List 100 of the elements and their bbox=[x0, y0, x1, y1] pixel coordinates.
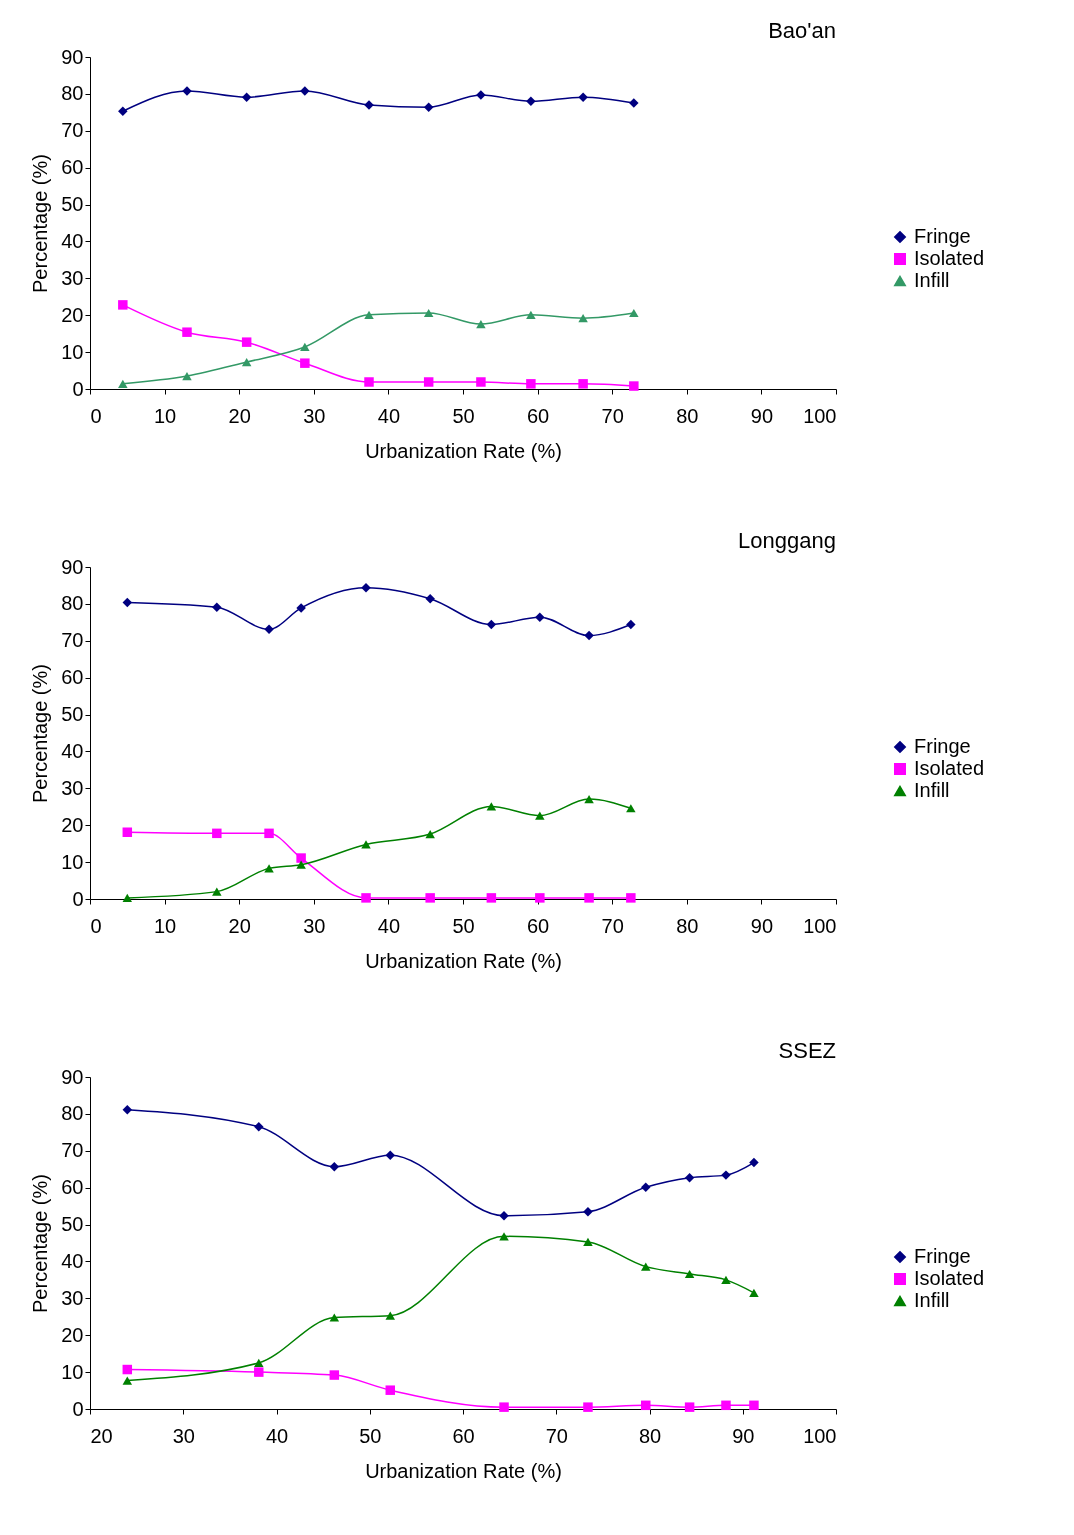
y-tick-label: 20 bbox=[61, 813, 84, 836]
point bbox=[296, 860, 306, 869]
point bbox=[182, 371, 192, 381]
y-tick-label: 50 bbox=[61, 1213, 84, 1236]
chart-title: SSEZ bbox=[778, 1038, 836, 1063]
y-tick-label: 30 bbox=[61, 1286, 84, 1309]
x-axis-title: Urbanization Rate (%) bbox=[365, 949, 562, 972]
y-tick-label: 80 bbox=[61, 1102, 84, 1125]
x-tick-label: 20 bbox=[228, 914, 251, 937]
x-tick-label: 50 bbox=[452, 404, 475, 427]
x-axis-title: Urbanization Rate (%) bbox=[365, 439, 562, 462]
legend-label: Fringe bbox=[914, 1245, 971, 1267]
point bbox=[241, 337, 252, 347]
point bbox=[212, 887, 222, 896]
legend-label: Isolated bbox=[914, 757, 985, 779]
y-tick-label: 90 bbox=[61, 45, 84, 68]
x-tick-label: 60 bbox=[526, 404, 550, 427]
point bbox=[212, 602, 222, 612]
x-axis-title: Urbanization Rate (%) bbox=[365, 1459, 562, 1482]
point bbox=[423, 377, 434, 387]
x-tick-label: 20 bbox=[90, 1424, 113, 1447]
y-tick-label: 0 bbox=[72, 887, 84, 910]
legend-label: Isolated bbox=[914, 247, 985, 269]
point bbox=[118, 300, 128, 310]
point bbox=[300, 358, 310, 368]
point bbox=[486, 802, 497, 811]
point bbox=[629, 381, 639, 391]
y-tick-label: 30 bbox=[61, 266, 84, 289]
x-tick-label: 40 bbox=[377, 404, 401, 427]
legend-label: Infill bbox=[914, 1289, 950, 1311]
x-tick-label: 90 bbox=[732, 1424, 755, 1447]
point bbox=[364, 310, 374, 319]
point bbox=[182, 327, 192, 337]
point bbox=[626, 804, 636, 813]
point bbox=[476, 319, 486, 329]
point bbox=[526, 379, 536, 389]
y-tick-label: 40 bbox=[61, 739, 84, 762]
point bbox=[526, 96, 536, 107]
point bbox=[425, 829, 435, 839]
point bbox=[578, 379, 588, 389]
legend-label: Infill bbox=[914, 779, 950, 801]
point bbox=[629, 308, 639, 318]
x-tick-label: 70 bbox=[601, 404, 624, 427]
x-tick-label: 40 bbox=[377, 914, 401, 937]
point bbox=[584, 794, 594, 804]
point bbox=[535, 811, 545, 820]
x-tick-label: 80 bbox=[638, 1424, 662, 1447]
y-tick-label: 90 bbox=[61, 555, 84, 578]
point bbox=[578, 314, 588, 323]
point bbox=[486, 893, 497, 903]
point bbox=[629, 98, 639, 108]
y-tick-label: 90 bbox=[61, 1065, 84, 1088]
x-tick-label: 0 bbox=[90, 404, 102, 427]
x-tick-label: 100 bbox=[803, 404, 837, 427]
y-axis-title: Percentage (%) bbox=[29, 154, 52, 293]
point bbox=[118, 106, 128, 116]
x-tick-label: 50 bbox=[452, 914, 475, 937]
x-tick-label: 50 bbox=[359, 1424, 382, 1447]
y-tick-label: 70 bbox=[61, 119, 84, 142]
point bbox=[526, 310, 536, 319]
point bbox=[241, 357, 252, 367]
y-tick-label: 10 bbox=[61, 1360, 84, 1383]
x-tick-label: 60 bbox=[452, 1424, 475, 1447]
point bbox=[264, 624, 274, 635]
point bbox=[626, 619, 636, 630]
x-tick-label: 30 bbox=[172, 1424, 195, 1447]
x-tick-label: 30 bbox=[303, 914, 326, 937]
point bbox=[364, 377, 374, 387]
point bbox=[584, 893, 594, 903]
x-tick-label: 90 bbox=[750, 404, 774, 427]
chart-title: Longgang bbox=[738, 528, 836, 553]
point bbox=[361, 582, 371, 593]
x-tick-label: 60 bbox=[526, 914, 550, 937]
x-tick-label: 10 bbox=[153, 404, 177, 427]
point bbox=[423, 308, 434, 318]
x-tick-label: 30 bbox=[303, 404, 326, 427]
x-tick-label: 80 bbox=[676, 404, 699, 427]
point bbox=[486, 619, 497, 630]
legend-label: Isolated bbox=[914, 1267, 985, 1289]
legend-label: Fringe bbox=[914, 225, 971, 247]
y-tick-label: 20 bbox=[61, 1323, 84, 1346]
y-tick-label: 10 bbox=[61, 340, 84, 363]
y-tick-label: 60 bbox=[61, 156, 84, 179]
point bbox=[122, 827, 133, 837]
point bbox=[296, 853, 306, 863]
y-tick-label: 60 bbox=[61, 666, 84, 689]
chart-title: Bao'an bbox=[768, 18, 836, 43]
x-tick-label: 0 bbox=[90, 914, 102, 937]
y-tick-label: 70 bbox=[61, 1139, 84, 1162]
y-tick-label: 30 bbox=[61, 776, 84, 799]
x-tick-label: 80 bbox=[676, 914, 699, 937]
x-tick-label: 100 bbox=[803, 1424, 837, 1447]
point bbox=[425, 593, 435, 604]
point bbox=[300, 342, 310, 352]
y-tick-label: 0 bbox=[72, 1397, 84, 1420]
y-tick-label: 40 bbox=[61, 229, 84, 252]
x-tick-label: 10 bbox=[153, 914, 177, 937]
y-axis-title: Percentage (%) bbox=[29, 664, 52, 803]
y-tick-label: 0 bbox=[72, 377, 84, 400]
y-tick-label: 50 bbox=[61, 193, 84, 216]
